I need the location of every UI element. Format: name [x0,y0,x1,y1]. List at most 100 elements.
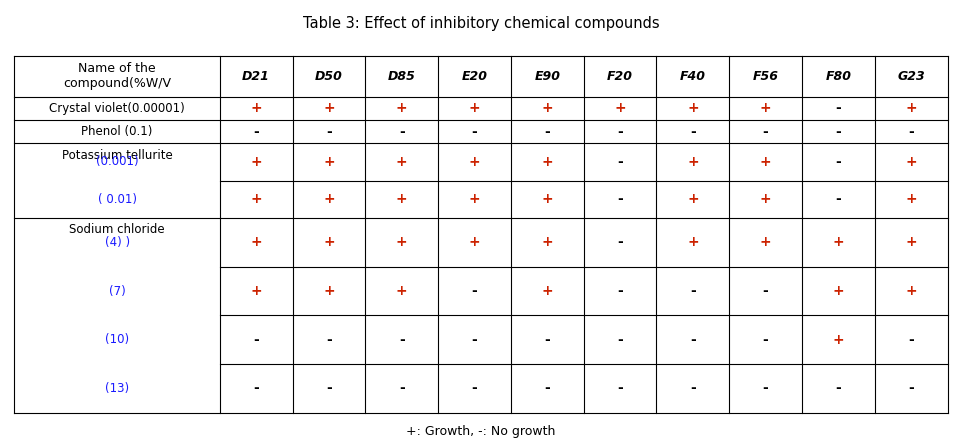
Text: +: + [904,235,916,249]
Text: +: + [396,155,407,169]
Text: +: + [904,284,916,298]
Text: +: + [904,155,916,169]
Text: F80: F80 [825,70,850,83]
Text: Phenol (0.1): Phenol (0.1) [82,125,153,138]
Text: Table 3: Effect of inhibitory chemical compounds: Table 3: Effect of inhibitory chemical c… [303,16,658,31]
Text: Name of the
compound(%W/V: Name of the compound(%W/V [63,62,171,90]
Text: +: + [831,284,844,298]
Text: -: - [762,333,768,347]
Text: +: + [686,101,698,116]
Text: -: - [762,381,768,395]
Text: +: + [831,235,844,249]
Text: (7): (7) [109,285,125,297]
Text: -: - [617,192,623,206]
Text: -: - [762,124,768,139]
Text: +: + [468,101,480,116]
Text: +: + [904,101,916,116]
Text: -: - [544,381,550,395]
Text: F40: F40 [679,70,705,83]
Text: +: + [904,192,916,206]
Text: -: - [617,333,623,347]
Text: +: + [541,192,553,206]
Text: -: - [326,333,332,347]
Text: E20: E20 [461,70,487,83]
Text: -: - [399,124,405,139]
Text: (0.001): (0.001) [96,155,138,169]
Text: -: - [471,124,477,139]
Text: E90: E90 [533,70,559,83]
Text: +: + [686,155,698,169]
Text: +: + [613,101,626,116]
Text: (13): (13) [105,382,129,395]
Text: Sodium chloride: Sodium chloride [69,223,164,235]
Text: -: - [835,381,840,395]
Text: +: + [759,101,771,116]
Text: +: + [250,192,261,206]
Text: +: + [686,192,698,206]
Text: -: - [326,124,332,139]
Text: (10): (10) [105,333,129,346]
Text: -: - [689,124,695,139]
Text: G23: G23 [897,70,924,83]
Text: +: + [396,101,407,116]
Text: +: + [323,284,334,298]
Text: +: + [468,192,480,206]
Text: +: + [396,235,407,249]
Text: F56: F56 [752,70,777,83]
Text: +: + [323,235,334,249]
Text: +: + [541,155,553,169]
Text: -: - [907,333,913,347]
Text: Potassium tellurite: Potassium tellurite [62,149,172,161]
Text: +: + [468,235,480,249]
Text: -: - [907,124,913,139]
Text: -: - [617,235,623,249]
Text: -: - [762,284,768,298]
Text: -: - [689,284,695,298]
Text: +: + [759,192,771,206]
Text: (4) ): (4) ) [105,236,130,249]
Text: D21: D21 [242,70,270,83]
Text: D85: D85 [387,70,415,83]
Text: -: - [399,333,405,347]
Text: +: + [468,155,480,169]
Text: -: - [544,333,550,347]
Text: -: - [617,381,623,395]
Text: +: + [323,192,334,206]
Text: Crystal violet(0.00001): Crystal violet(0.00001) [49,102,185,115]
Text: -: - [617,124,623,139]
Text: +: + [759,155,771,169]
Text: +: + [541,101,553,116]
Text: -: - [471,381,477,395]
Text: +: + [831,333,844,347]
Text: +: + [323,155,334,169]
Text: -: - [253,381,259,395]
Text: +: + [396,284,407,298]
Text: -: - [835,124,840,139]
Text: +: + [250,101,261,116]
Text: F20: F20 [606,70,632,83]
Text: -: - [326,381,332,395]
Text: +: + [541,284,553,298]
Text: -: - [689,381,695,395]
Text: -: - [835,155,840,169]
Text: +: + [323,101,334,116]
Text: -: - [907,381,913,395]
Text: -: - [689,333,695,347]
Text: -: - [253,333,259,347]
Text: -: - [617,155,623,169]
Text: +: + [250,155,261,169]
Text: -: - [617,284,623,298]
Text: +: + [759,235,771,249]
Text: +: + [250,235,261,249]
Text: +: + [250,284,261,298]
Text: D50: D50 [314,70,342,83]
Text: -: - [253,124,259,139]
Text: -: - [399,381,405,395]
Text: ( 0.01): ( 0.01) [97,193,136,206]
Text: -: - [835,192,840,206]
Text: +: + [541,235,553,249]
Text: +: + [686,235,698,249]
Text: -: - [471,333,477,347]
Text: +: Growth, -: No growth: +: Growth, -: No growth [406,425,555,438]
Text: -: - [835,101,840,116]
